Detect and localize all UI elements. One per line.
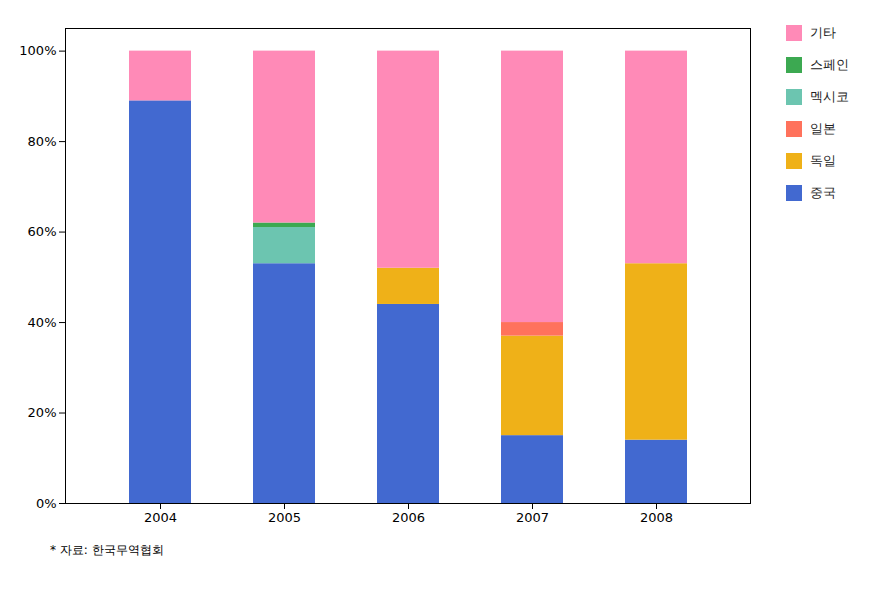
svg-text:80%: 80% <box>28 134 57 149</box>
html-text:멕시코: 멕시코 <box>810 89 849 104</box>
svg-text:0%: 0% <box>36 496 57 511</box>
svg-text:2005: 2005 <box>268 510 301 525</box>
svg-text:2006: 2006 <box>392 510 425 525</box>
svg-text:2007: 2007 <box>516 510 549 525</box>
html-text:일본: 일본 <box>810 121 836 136</box>
html-text:기타: 기타 <box>810 25 836 40</box>
svg-text:60%: 60% <box>28 224 57 239</box>
svg-text:40%: 40% <box>28 315 57 330</box>
svg-text:20%: 20% <box>28 405 57 420</box>
html-text:스페인: 스페인 <box>810 57 849 72</box>
svg-text:2008: 2008 <box>640 510 673 525</box>
svg-text:100%: 100% <box>19 43 56 58</box>
html-text:독일: 독일 <box>810 153 836 168</box>
html-text:중국: 중국 <box>810 185 836 200</box>
svg-text:2004: 2004 <box>144 510 177 525</box>
html-text:* 자료: 한국무역협회: * 자료: 한국무역협회 <box>50 543 164 557</box>
